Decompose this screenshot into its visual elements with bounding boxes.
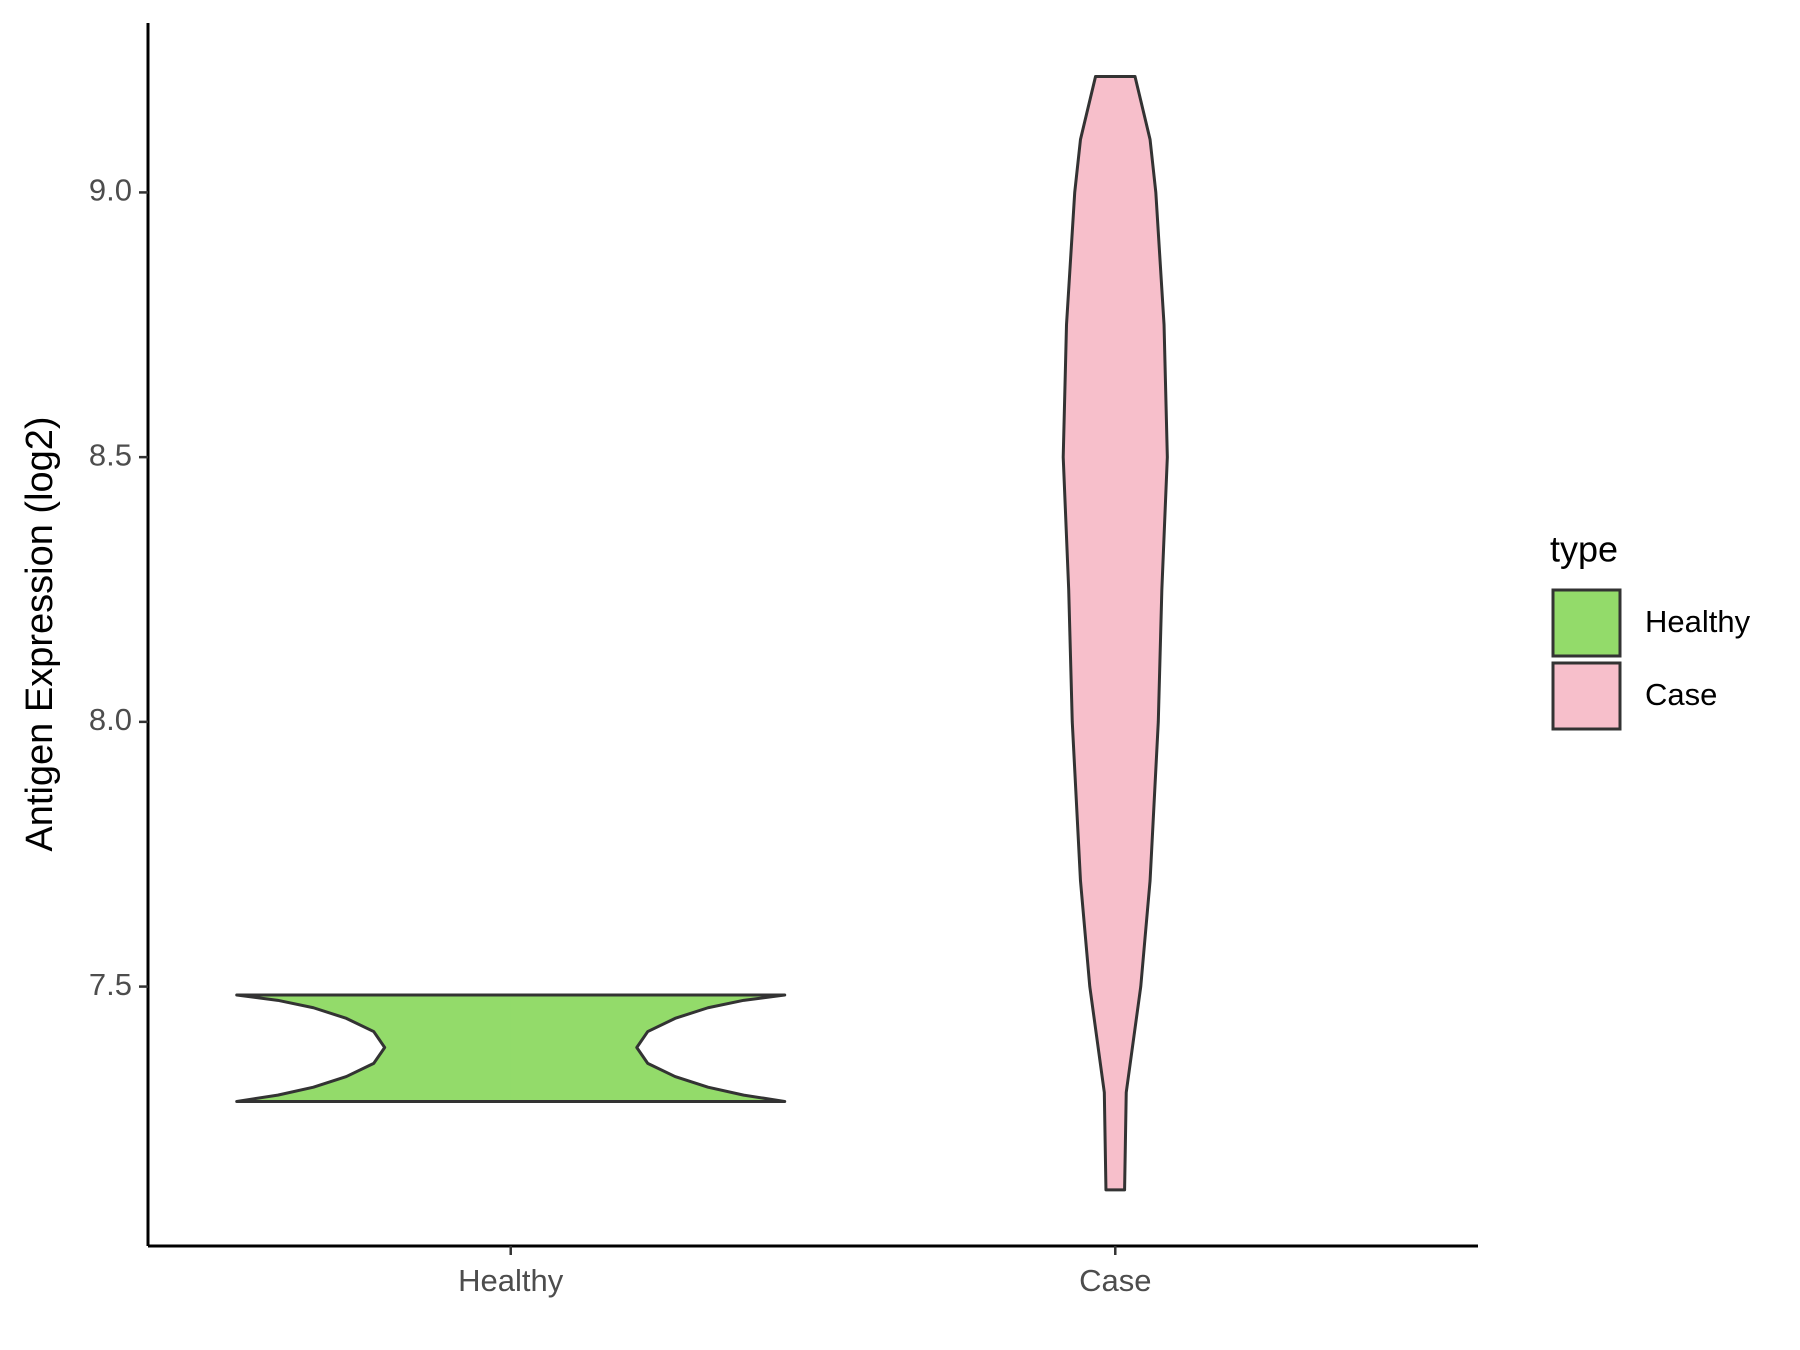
legend-label: Healthy: [1645, 604, 1751, 639]
legend-key: [1551, 588, 1622, 658]
violin-outline: [1061, 76, 1108, 1190]
y-tick-label: 9.0: [89, 173, 132, 208]
violin-outline: [236, 993, 387, 1103]
violin-half: [236, 994, 512, 1102]
legend-title: type: [1550, 529, 1618, 570]
violin-outline: [635, 993, 785, 1103]
y-axis-title: Antigen Expression (log2): [19, 416, 61, 851]
x-tick-label: Case: [1079, 1263, 1151, 1298]
legend-label: Case: [1645, 677, 1717, 712]
y-tick-label: 8.5: [89, 437, 132, 472]
y-tick-label: 7.5: [89, 967, 132, 1002]
violin-half: [510, 994, 785, 1102]
legend-key: [1551, 661, 1622, 731]
x-tick-label: Healthy: [458, 1263, 564, 1298]
violin-outline: [1123, 76, 1169, 1190]
y-tick-label: 8.0: [89, 702, 132, 737]
